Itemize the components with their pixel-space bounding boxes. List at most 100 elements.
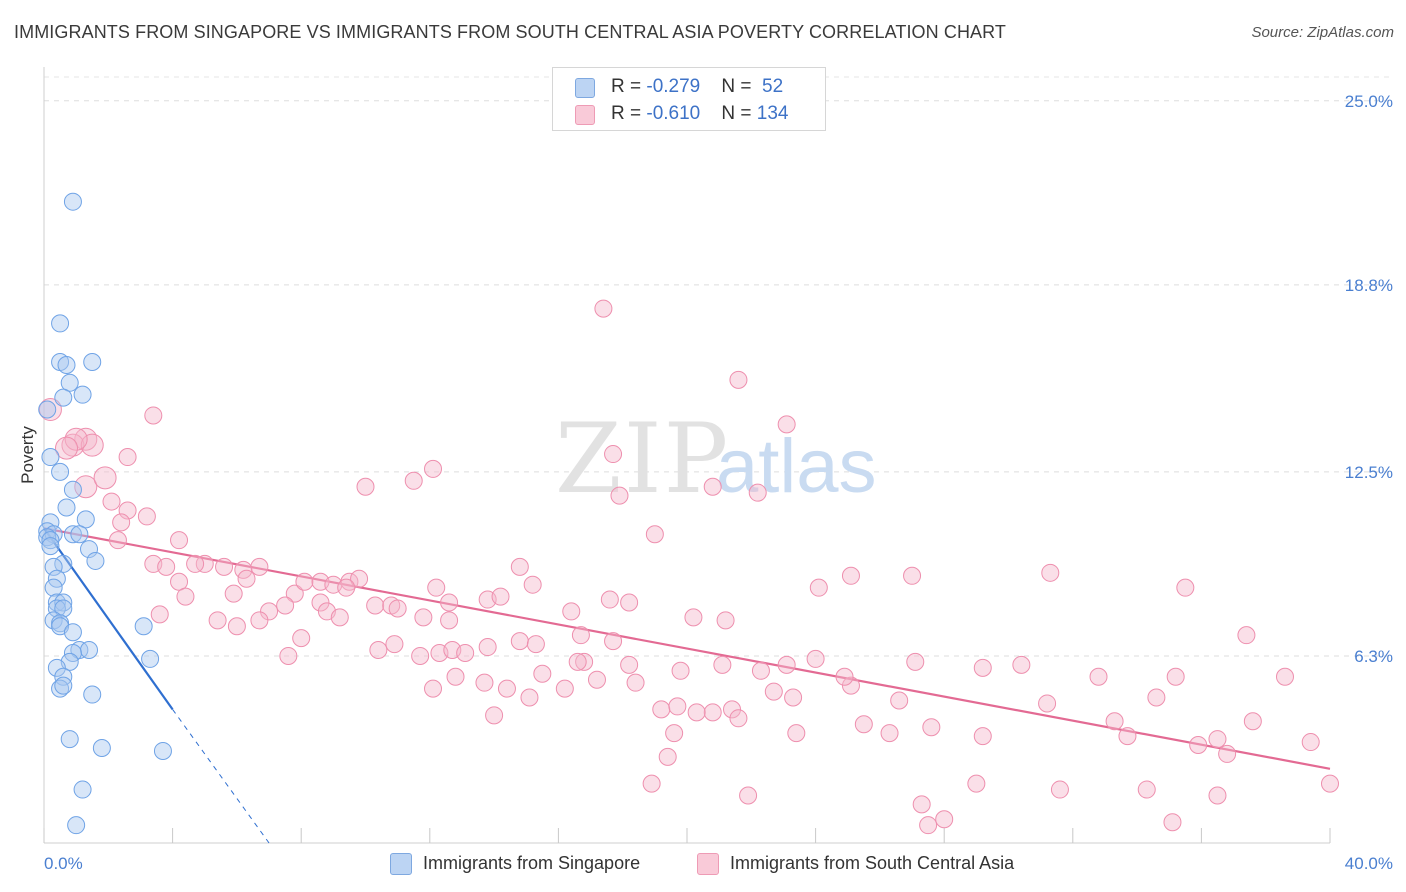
data-point-south-central-asia (903, 566, 922, 585)
data-point-south-central-asia (93, 466, 117, 490)
data-point-south-central-asia (144, 406, 163, 425)
data-point-south-central-asia (784, 688, 803, 707)
data-point-south-central-asia (1301, 733, 1320, 752)
data-point-south-central-asia (456, 643, 475, 662)
bottom-legend-swatch-singapore (390, 853, 412, 875)
bottom-legend-swatch-south-central-asia (697, 853, 719, 875)
data-point-singapore (41, 537, 60, 556)
data-point-south-central-asia (1166, 667, 1185, 686)
data-point-south-central-asia (186, 554, 205, 573)
data-point-south-central-asia (600, 590, 619, 609)
data-point-singapore (67, 816, 86, 835)
data-point-south-central-asia (665, 724, 684, 743)
data-point-singapore (141, 649, 160, 668)
x-tick-label: 40.0% (1345, 854, 1393, 873)
data-point-south-central-asia (1163, 813, 1182, 832)
data-point-south-central-asia (604, 632, 623, 651)
data-point-south-central-asia (385, 635, 404, 654)
data-point-south-central-asia (176, 587, 195, 606)
y-tick-label: 18.8% (1345, 276, 1393, 295)
data-point-south-central-asia (723, 700, 742, 719)
data-point-south-central-asia (533, 664, 552, 683)
data-point-south-central-asia (311, 593, 330, 612)
data-point-south-central-asia (285, 584, 304, 603)
data-point-south-central-asia (967, 774, 986, 793)
data-point-south-central-asia (388, 599, 407, 618)
data-point-south-central-asia (922, 718, 941, 737)
data-point-singapore (47, 599, 66, 618)
data-point-south-central-asia (55, 436, 79, 460)
data-point-singapore (57, 498, 76, 517)
data-point-south-central-asia (841, 676, 860, 695)
data-point-south-central-asia (1176, 578, 1195, 597)
data-point-singapore (51, 679, 70, 698)
data-point-south-central-asia (906, 652, 925, 671)
data-point-south-central-asia (427, 578, 446, 597)
data-point-south-central-asia (1237, 626, 1256, 645)
data-point-singapore (73, 780, 92, 799)
data-point-singapore (54, 388, 73, 407)
legend-r-value: -0.610 (646, 103, 701, 124)
data-point-south-central-asia (366, 596, 385, 615)
source-label: Source: ZipAtlas.com (1251, 24, 1394, 41)
data-point-south-central-asia (337, 578, 356, 597)
data-point-south-central-asia (520, 688, 539, 707)
data-point-south-central-asia (716, 611, 735, 630)
data-point-singapore (80, 540, 99, 559)
data-point-south-central-asia (1118, 727, 1137, 746)
data-point-south-central-asia (587, 670, 606, 689)
bottom-legend-label: Immigrants from Singapore (423, 853, 641, 873)
y-axis-label: Poverty (18, 426, 37, 484)
legend-r-label: R = (611, 103, 647, 124)
data-point-singapore (153, 741, 172, 760)
data-point-south-central-asia (157, 557, 176, 576)
data-point-south-central-asia (890, 691, 909, 710)
data-point-south-central-asia (568, 652, 587, 671)
data-point-south-central-asia (626, 673, 645, 692)
series-south-central-asia (38, 299, 1339, 835)
data-point-south-central-asia (440, 611, 459, 630)
data-point-south-central-asia (1012, 655, 1031, 674)
data-point-south-central-asia (1243, 712, 1262, 731)
data-point-south-central-asia (571, 626, 590, 645)
data-point-south-central-asia (227, 617, 246, 636)
data-point-south-central-asia (671, 661, 690, 680)
data-point-singapore (41, 448, 60, 467)
data-point-south-central-asia (1105, 712, 1124, 731)
data-point-south-central-asia (668, 697, 687, 716)
legend-n-label: N = (721, 76, 757, 97)
data-point-singapore (57, 355, 76, 374)
data-point-south-central-asia (713, 655, 732, 674)
data-point-south-central-asia (751, 661, 770, 680)
data-point-south-central-asia (809, 578, 828, 597)
data-point-singapore (70, 525, 89, 544)
data-point-south-central-asia (208, 611, 227, 630)
x-tick-label: 0.0% (44, 854, 83, 873)
data-point-south-central-asia (729, 370, 748, 389)
data-point-south-central-asia (491, 587, 510, 606)
data-point-south-central-asia (330, 608, 349, 627)
data-point-singapore (44, 557, 63, 576)
data-point-south-central-asia (739, 786, 758, 805)
data-point-singapore (83, 685, 102, 704)
data-point-south-central-asia (703, 477, 722, 496)
data-point-south-central-asia (446, 667, 465, 686)
data-point-south-central-asia (684, 608, 703, 627)
data-point-singapore (63, 192, 82, 211)
data-point-south-central-asia (61, 433, 85, 457)
data-point-south-central-asia (170, 531, 189, 550)
data-point-south-central-asia (526, 635, 545, 654)
legend-r-label: R = (611, 76, 647, 97)
legend-n-label: N = (721, 103, 757, 124)
data-point-south-central-asia (295, 572, 314, 591)
data-point-singapore (54, 599, 73, 618)
data-point-singapore (47, 658, 66, 677)
data-point-south-central-asia (880, 724, 899, 743)
data-point-south-central-asia (102, 492, 121, 511)
data-point-south-central-asia (777, 655, 796, 674)
data-point-south-central-asia (854, 715, 873, 734)
legend-n-value: 52 (756, 76, 784, 97)
data-point-south-central-asia (1208, 786, 1227, 805)
data-point-south-central-asia (1208, 730, 1227, 749)
